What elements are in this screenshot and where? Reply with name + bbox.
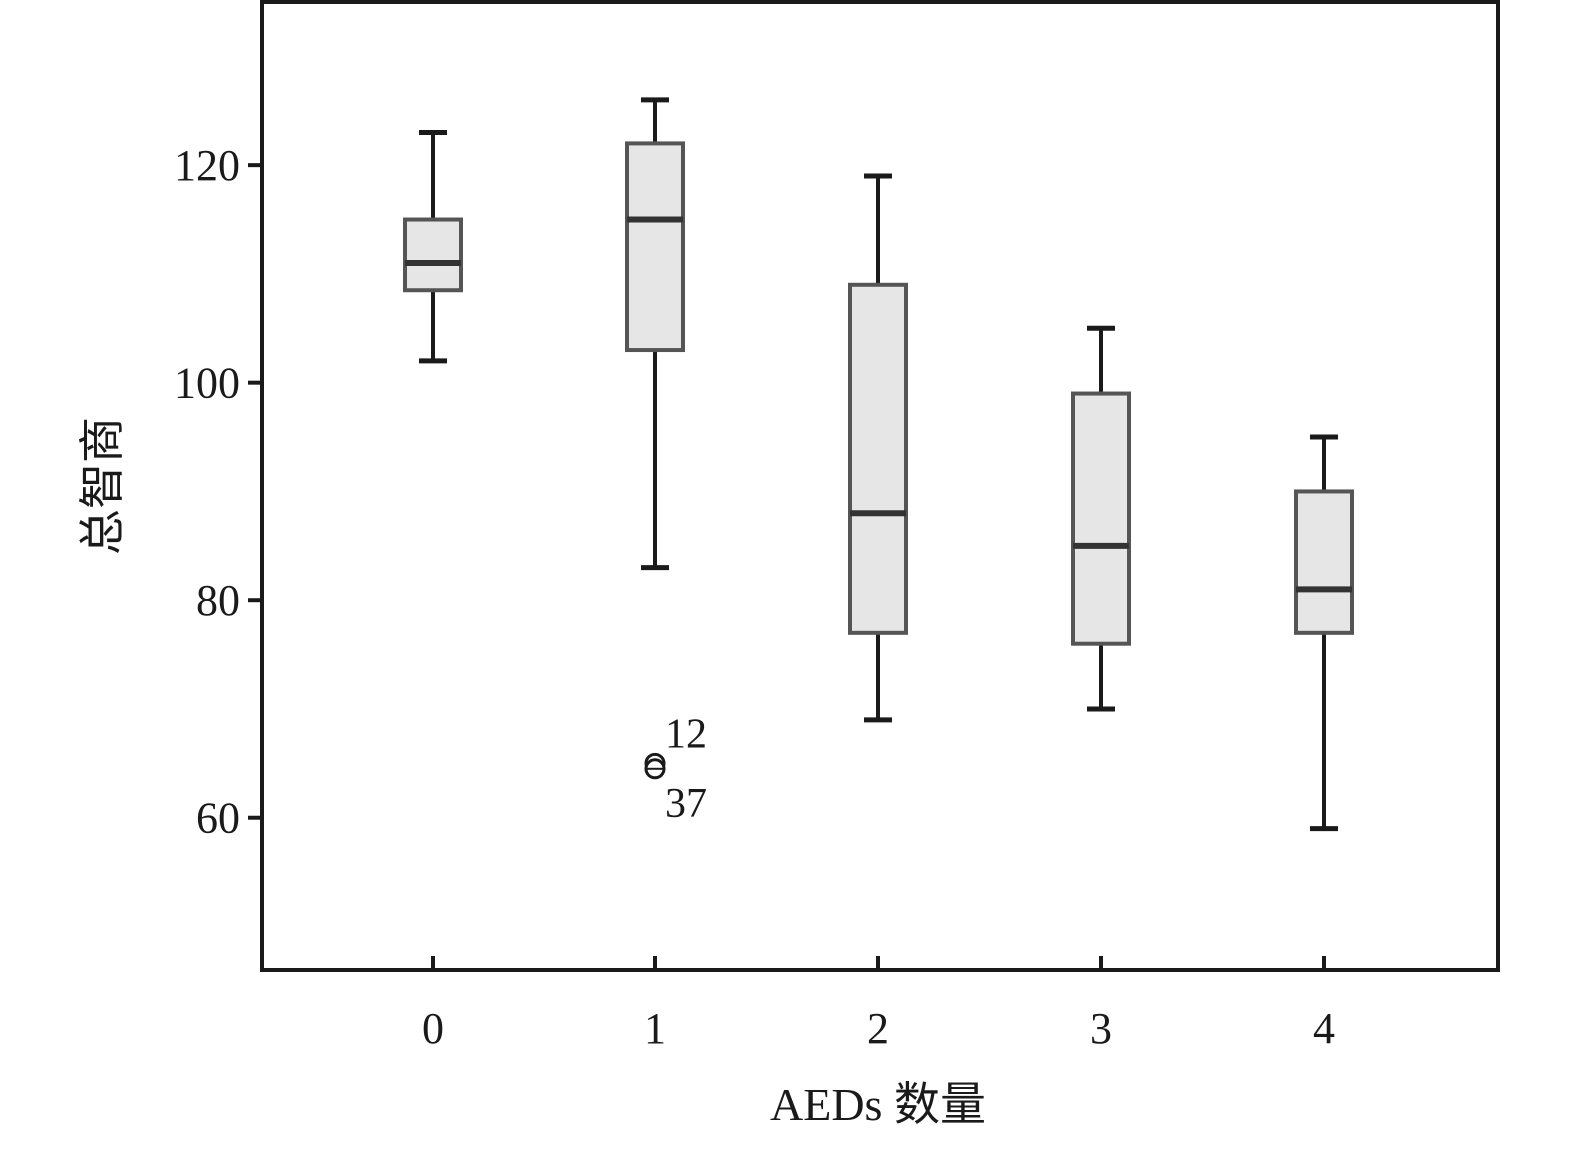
box-group-4 [1294, 434, 1354, 832]
box-group-1 [625, 97, 685, 571]
x-tick-label: 2 [867, 1004, 889, 1053]
iqr-box [625, 141, 685, 353]
x-tick-label: 3 [1090, 1004, 1112, 1053]
x-tick-label: 1 [644, 1004, 666, 1053]
x-tick-label: 0 [422, 1004, 444, 1053]
outlier-label: 12 [665, 711, 707, 757]
y-tick-label: 80 [196, 576, 240, 625]
box-group-0 [403, 130, 463, 364]
y-axis-title: 总智商 [77, 417, 128, 555]
box-group-2 [848, 173, 908, 723]
iqr-box [403, 217, 463, 293]
iqr-box [1071, 391, 1131, 646]
y-tick-label: 100 [174, 359, 240, 408]
chart-marks: 12 37 [403, 97, 1354, 832]
box-group-3 [1071, 325, 1131, 712]
x-axis-title: AEDs 数量 [770, 1079, 986, 1130]
x-tick-label: 4 [1313, 1004, 1335, 1053]
y-tick-label: 60 [196, 794, 240, 843]
outlier-label: 37 [665, 781, 707, 827]
iqr-box [848, 282, 908, 635]
iqr-box [1294, 489, 1354, 635]
y-tick-label: 120 [174, 141, 240, 190]
